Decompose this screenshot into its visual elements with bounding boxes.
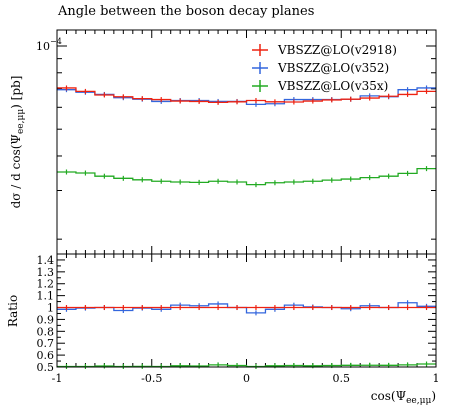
xlabel-main-part: cos(Ψ bbox=[371, 389, 407, 403]
xlabel-tail: ) bbox=[431, 389, 436, 403]
y-axis-label-ratio: Ratio bbox=[6, 295, 20, 327]
y-tick-label-ratio: 0.9 bbox=[37, 313, 55, 326]
x-tick-label: 0.5 bbox=[333, 372, 351, 385]
chart-title: Angle between the boson decay planes bbox=[57, 4, 314, 19]
y-tick-label-ratio: 1.3 bbox=[37, 266, 55, 279]
y-tick-label-ratio: 0.5 bbox=[37, 361, 55, 374]
legend-label-v35x: VBSZZ@LO(v35x) bbox=[277, 79, 388, 93]
series-VBSZZ@LO(v2918) bbox=[57, 85, 436, 105]
y-tick-label-ratio: 1.1 bbox=[37, 290, 55, 303]
legend-entry-v2918: VBSZZ@LO(v2918) bbox=[252, 43, 397, 57]
ratio-frame bbox=[56, 253, 437, 368]
main-ticks bbox=[56, 30, 437, 254]
x-tick-label: -0.5 bbox=[141, 372, 162, 385]
ylabel-tail: ) [pb] bbox=[9, 76, 23, 109]
legend-entry-v35x: VBSZZ@LO(v35x) bbox=[252, 79, 388, 93]
series-line bbox=[57, 167, 436, 186]
legend-label-v352: VBSZZ@LO(v352) bbox=[277, 61, 389, 75]
y-tick-label-ratio: 0.7 bbox=[37, 337, 55, 350]
y-tick-label-ratio: 1.2 bbox=[37, 278, 55, 291]
ratio-panel: -1 -0.5 0 0.5 10.50.60.70.80.911.11.21.31.4 … bbox=[6, 253, 440, 406]
y-tick-label-ratio: 0.6 bbox=[37, 349, 55, 362]
y-tick-label-ratio: 0.8 bbox=[37, 325, 55, 338]
y-tick-label-ratio: 1.4 bbox=[37, 254, 55, 267]
x-tick-label: -1 bbox=[52, 372, 63, 385]
ylabel-main-part: dσ / d cos(Ψ bbox=[9, 134, 23, 209]
x-axis-label: cos(Ψee,μμ) bbox=[371, 389, 436, 406]
legend-label-v2918: VBSZZ@LO(v2918) bbox=[277, 43, 397, 57]
ytick-label-main: 10−4 bbox=[36, 37, 62, 53]
xlabel-sub: ee,μμ bbox=[406, 396, 431, 406]
ratio-series bbox=[57, 300, 436, 369]
series-VBSZZ@LO(v2918) bbox=[57, 305, 436, 311]
legend: VBSZZ@LO(v2918) VBSZZ@LO(v352) VBSZZ@LO(… bbox=[252, 43, 397, 93]
y-tick-label-ratio: 1 bbox=[47, 302, 54, 315]
ytick-base: 10 bbox=[36, 40, 50, 53]
x-tick-label: 1 bbox=[433, 372, 440, 385]
x-tick-label: 0 bbox=[243, 372, 250, 385]
main-panel: 10−4 dσ / d cos(Ψee,μμ) [pb] bbox=[9, 29, 437, 255]
series-VBSZZ@LO(v35x) bbox=[57, 166, 436, 188]
ytick-exponent: −4 bbox=[50, 37, 62, 46]
main-series bbox=[57, 85, 436, 188]
y-axis-label-main: dσ / d cos(Ψee,μμ) [pb] bbox=[9, 76, 26, 209]
ylabel-sub: ee,μμ bbox=[16, 109, 26, 134]
legend-entry-v352: VBSZZ@LO(v352) bbox=[252, 61, 389, 75]
